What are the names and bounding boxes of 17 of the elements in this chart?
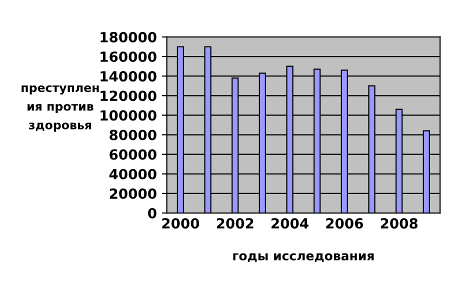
y-tick-label: 60000: [110, 149, 156, 160]
y-tick-label: 160000: [100, 51, 156, 62]
y-tick-label: 20000: [110, 188, 156, 199]
x-axis-title: годы исследования: [233, 253, 374, 262]
x-tick-label: 2004: [272, 218, 308, 229]
y-tick-label: 100000: [100, 110, 156, 121]
x-tick-label: 2008: [380, 218, 418, 229]
x-tick-label: 2002: [216, 218, 254, 229]
y-tick-label: 80000: [110, 130, 156, 140]
x-tick-label: 2000: [162, 218, 200, 229]
y-tick-label: 120000: [100, 90, 156, 102]
y-tick-label: 180000: [100, 32, 156, 42]
x-tick-label: 2006: [326, 218, 364, 229]
y-tick-label: 140000: [100, 71, 156, 82]
y-tick-label: 40000: [109, 168, 156, 180]
y-tick-label: 0: [148, 208, 156, 218]
y-axis-title: преступлен ия против здоровья: [22, 85, 99, 132]
